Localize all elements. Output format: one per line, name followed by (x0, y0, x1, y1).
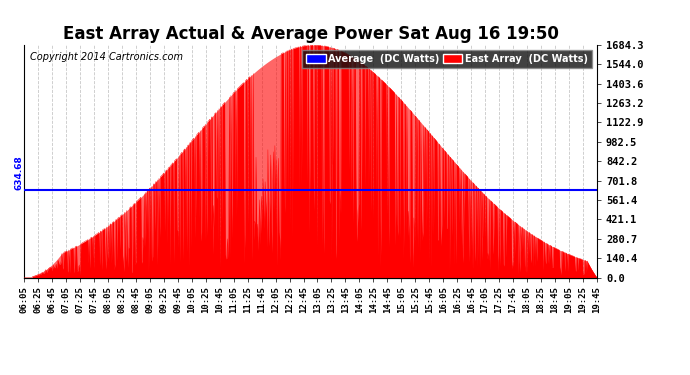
Text: Copyright 2014 Cartronics.com: Copyright 2014 Cartronics.com (30, 52, 183, 62)
Text: 634.68: 634.68 (14, 155, 23, 190)
Title: East Array Actual & Average Power Sat Aug 16 19:50: East Array Actual & Average Power Sat Au… (63, 26, 558, 44)
Legend: Average  (DC Watts), East Array  (DC Watts): Average (DC Watts), East Array (DC Watts… (302, 50, 592, 68)
